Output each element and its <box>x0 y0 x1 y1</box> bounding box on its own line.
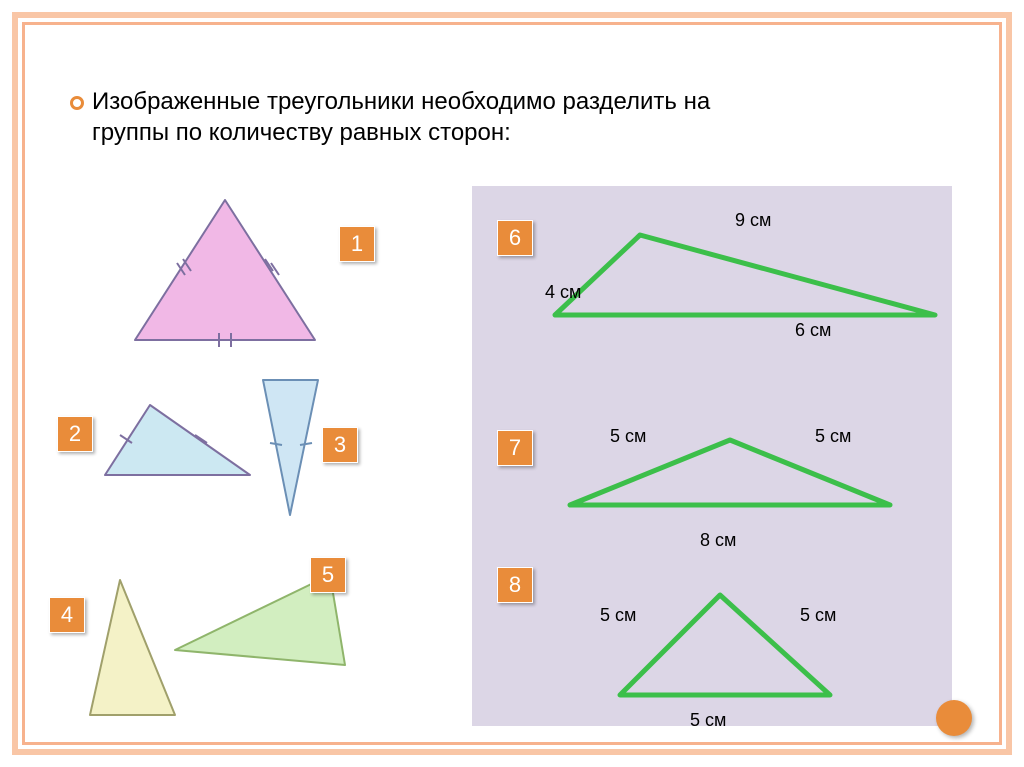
triangle-8 <box>610 580 840 705</box>
label-4: 4 <box>49 597 85 633</box>
label-6: 6 <box>497 220 533 256</box>
label-3: 3 <box>322 427 358 463</box>
dim-8-b: 5 см <box>800 605 836 626</box>
task-text: Изображенные треугольники необходимо раз… <box>92 86 732 148</box>
label-7: 7 <box>497 430 533 466</box>
dim-7-b: 5 см <box>815 426 851 447</box>
corner-circle-icon <box>936 700 972 736</box>
dim-8-a: 5 см <box>600 605 636 626</box>
triangle-1 <box>125 195 325 350</box>
triangle-2 <box>100 400 260 485</box>
dim-6-c: 6 см <box>795 320 831 341</box>
label-2: 2 <box>57 416 93 452</box>
dim-7-c: 8 см <box>700 530 736 551</box>
dim-7-a: 5 см <box>610 426 646 447</box>
label-5: 5 <box>310 557 346 593</box>
dim-6-b: 4 см <box>545 282 581 303</box>
triangle-3 <box>258 375 328 525</box>
dim-6-a: 9 см <box>735 210 771 231</box>
label-1: 1 <box>339 226 375 262</box>
bullet-icon <box>70 96 84 110</box>
label-8: 8 <box>497 567 533 603</box>
dim-8-c: 5 см <box>690 710 726 731</box>
